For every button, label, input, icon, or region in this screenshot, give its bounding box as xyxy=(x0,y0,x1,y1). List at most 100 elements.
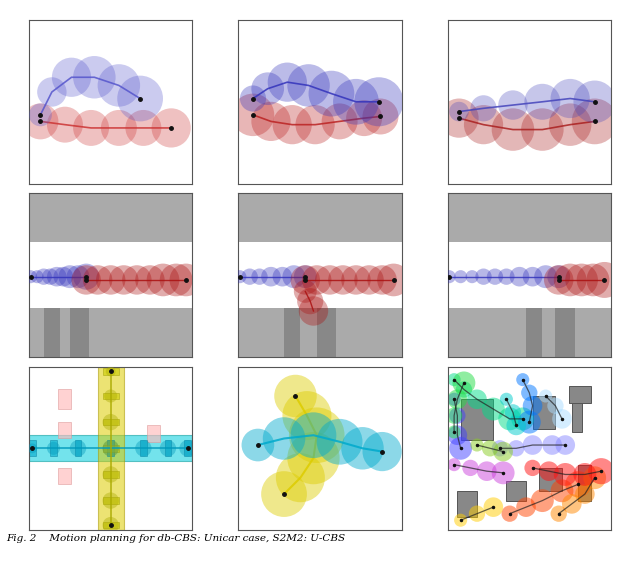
Circle shape xyxy=(83,265,113,295)
Circle shape xyxy=(547,265,570,288)
Circle shape xyxy=(449,437,472,460)
Circle shape xyxy=(273,267,292,286)
Circle shape xyxy=(102,440,119,457)
Circle shape xyxy=(234,270,246,283)
Circle shape xyxy=(125,110,161,146)
Circle shape xyxy=(572,99,618,144)
Circle shape xyxy=(464,105,503,144)
Circle shape xyxy=(102,440,119,457)
Circle shape xyxy=(565,264,598,296)
Circle shape xyxy=(73,264,99,290)
Circle shape xyxy=(328,265,358,295)
Circle shape xyxy=(102,492,119,509)
Circle shape xyxy=(544,265,573,295)
Circle shape xyxy=(367,265,397,295)
Circle shape xyxy=(521,384,538,401)
Circle shape xyxy=(562,494,582,513)
Bar xyxy=(579,465,591,501)
Circle shape xyxy=(487,269,503,285)
Bar xyxy=(184,440,191,457)
Bar xyxy=(98,367,124,530)
Circle shape xyxy=(523,435,542,455)
Text: Fig. 2    Motion planning for db-CBS: Unicar case, S2M2: U-CBS: Fig. 2 Motion planning for db-CBS: Unica… xyxy=(6,534,346,543)
Circle shape xyxy=(341,265,371,295)
Bar xyxy=(539,468,562,491)
Circle shape xyxy=(550,480,573,503)
Circle shape xyxy=(296,105,335,144)
Bar xyxy=(70,308,90,357)
Circle shape xyxy=(502,505,518,522)
Circle shape xyxy=(160,440,176,457)
Circle shape xyxy=(152,108,191,148)
Circle shape xyxy=(550,79,590,118)
Circle shape xyxy=(135,265,164,295)
Circle shape xyxy=(252,269,268,285)
Circle shape xyxy=(261,471,307,517)
Bar xyxy=(140,440,147,457)
Circle shape xyxy=(449,407,465,424)
Circle shape xyxy=(263,417,305,460)
Circle shape xyxy=(542,435,562,455)
Bar xyxy=(29,435,193,461)
Circle shape xyxy=(135,440,152,457)
Bar xyxy=(58,422,72,438)
Circle shape xyxy=(498,269,515,285)
Bar xyxy=(526,308,542,357)
Circle shape xyxy=(477,461,497,481)
Circle shape xyxy=(102,414,119,430)
Bar xyxy=(29,242,193,308)
Circle shape xyxy=(556,435,575,455)
Circle shape xyxy=(550,505,567,522)
Circle shape xyxy=(170,264,202,296)
Bar xyxy=(556,308,575,357)
Circle shape xyxy=(42,269,58,285)
Bar xyxy=(458,491,477,517)
Circle shape xyxy=(22,103,58,139)
Bar xyxy=(102,522,119,528)
Circle shape xyxy=(54,267,73,286)
Circle shape xyxy=(484,497,503,517)
Bar xyxy=(461,399,493,440)
Circle shape xyxy=(469,505,485,522)
Circle shape xyxy=(106,367,116,376)
Circle shape xyxy=(565,471,591,497)
Circle shape xyxy=(274,375,317,417)
Circle shape xyxy=(454,513,467,527)
Circle shape xyxy=(539,461,559,481)
Bar xyxy=(102,497,119,504)
Circle shape xyxy=(447,373,461,386)
Circle shape xyxy=(96,265,125,295)
Bar xyxy=(102,445,119,452)
Bar xyxy=(317,308,337,357)
Circle shape xyxy=(467,390,487,409)
Circle shape xyxy=(268,62,307,102)
Circle shape xyxy=(35,269,52,285)
Bar xyxy=(164,440,171,457)
Circle shape xyxy=(28,444,37,453)
Circle shape xyxy=(447,425,467,445)
Circle shape xyxy=(493,442,513,461)
Circle shape xyxy=(573,463,596,486)
Bar xyxy=(102,368,119,375)
Circle shape xyxy=(454,270,467,283)
Circle shape xyxy=(297,288,323,314)
Circle shape xyxy=(498,407,521,430)
Circle shape xyxy=(67,265,90,288)
Circle shape xyxy=(102,517,119,533)
Circle shape xyxy=(575,484,595,504)
Circle shape xyxy=(447,390,467,409)
Circle shape xyxy=(492,461,515,484)
Circle shape xyxy=(531,489,554,512)
Circle shape xyxy=(449,102,469,121)
Circle shape xyxy=(476,269,492,285)
Circle shape xyxy=(299,296,328,325)
Circle shape xyxy=(291,265,320,295)
Circle shape xyxy=(523,267,542,286)
Bar xyxy=(102,471,119,478)
Circle shape xyxy=(24,270,37,283)
Circle shape xyxy=(287,432,340,484)
Bar xyxy=(108,440,114,457)
Circle shape xyxy=(47,107,83,143)
Bar xyxy=(147,425,160,442)
Circle shape xyxy=(341,427,384,469)
